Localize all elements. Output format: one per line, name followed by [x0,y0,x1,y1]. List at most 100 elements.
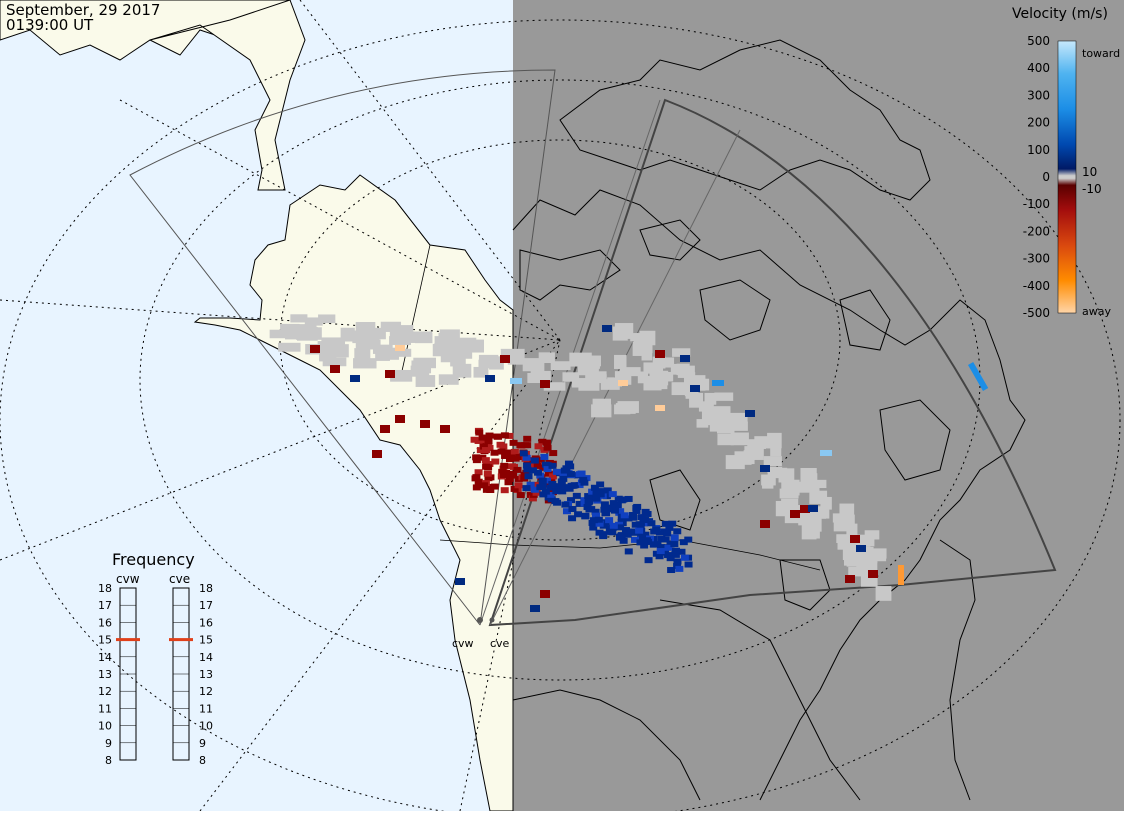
toward-velocity-cell [546,491,555,498]
cvw-site-label: cvw [452,637,474,650]
toward-velocity-cell [551,498,560,505]
ground-scatter-cell [473,366,489,378]
fov-cve [488,98,1057,627]
away-velocity-cell [385,370,395,378]
cve-frequency-marker [169,638,193,642]
toward-velocity-cell [664,552,673,559]
coastlines-night [512,39,1026,801]
away-velocity-cell [533,462,542,469]
away-velocity-cell [528,495,537,502]
toward-velocity-cell [601,510,610,517]
toward-velocity-cell [670,541,679,548]
toward-velocity-cell [564,460,573,467]
toward-velocity-cell [602,493,611,500]
toward-velocity-cell [656,544,665,551]
toward-velocity-cell [808,505,818,512]
away-velocity-cell [520,475,529,482]
away-velocity-cell [420,420,430,428]
toward-velocity-cell [619,496,628,503]
away-velocity-cell [475,429,484,436]
velocity-tick-0: 0 [1042,170,1050,184]
ground-scatter-cell [478,359,494,368]
toward-velocity-cell [600,501,609,508]
velocity-tick-100: 100 [1027,143,1050,157]
away-velocity-cell [470,436,479,443]
freq-tick-left-10: 10 [98,720,112,733]
toward-velocity-cell [519,450,528,457]
cvw-freq-label: cvw [116,572,140,586]
toward-velocity-cell [745,410,755,417]
ground-scatter-cell [562,372,580,382]
freq-tick-right-9: 9 [199,737,206,750]
freq-tick-left-15: 15 [98,634,112,647]
away-velocity-cell [505,432,514,439]
away-velocity-cell [483,470,492,477]
ground-scatter-cell [359,339,381,350]
away-velocity-cell [523,442,532,449]
ground-scatter-cell [767,432,782,449]
freq-tick-right-14: 14 [199,651,213,664]
toward-velocity-cell [581,513,590,520]
away-fast-velocity-cell [898,565,904,585]
toward-velocity-cell [650,528,659,535]
freq-tick-right-8: 8 [199,754,206,767]
toward-velocity-cell [656,548,665,555]
toward-velocity-cell [647,520,656,527]
toward-velocity-cell [558,488,567,495]
ground-scatter-cell [410,331,432,343]
toward-label: toward [1082,47,1120,60]
ground-scatter-cell [801,523,817,540]
toward-velocity-cell [615,534,624,541]
toward-velocity-cell [641,517,650,524]
toward-fast-velocity-cell [820,450,832,456]
ground-scatter-cell [717,433,734,446]
toward-velocity-cell [575,500,584,507]
velocity-tick-500: 500 [1027,34,1050,48]
ground-scatter-cell [394,348,412,357]
minus-ten-label: -10 [1082,182,1102,196]
toward-velocity-cell [579,476,588,483]
toward-velocity-cell [671,547,680,554]
ground-scatter-cell [870,550,887,562]
toward-velocity-cell [589,517,598,524]
toward-fast-velocity-cell [510,378,522,384]
away-velocity-cell [868,570,878,578]
toward-velocity-cell [455,578,465,585]
toward-velocity-cell [632,504,641,511]
freq-tick-left-8: 8 [105,754,112,767]
freq-tick-right-10: 10 [199,720,213,733]
toward-velocity-cell [680,554,689,561]
ground-scatter-cell [657,371,674,382]
ground-scatter-cell [466,339,484,353]
away-velocity-cell [501,452,510,459]
away-velocity-cell [845,575,855,583]
ground-scatter-cell [304,317,323,326]
toward-velocity-cell [588,488,597,495]
away-velocity-cell [548,473,557,480]
toward-velocity-cell [597,488,606,495]
toward-fast-velocity-cell [967,362,989,391]
toward-velocity-cell [592,490,601,497]
toward-velocity-cell [679,539,688,546]
ground-scatter-cell [507,354,524,365]
ground-scatter-cell [709,421,729,432]
ground-scatter-cell [856,534,875,547]
toward-velocity-cell [541,461,550,468]
away-velocity-cell [496,441,505,448]
ground-scatter-cell [701,407,718,423]
ground-scatter-cell [778,468,795,483]
freq-tick-left-12: 12 [98,685,112,698]
velocity-tick--300: -300 [1023,252,1050,266]
away-velocity-cell [484,464,493,471]
ground-scatter-cell [864,530,880,540]
toward-velocity-cell [608,491,617,498]
toward-velocity-cell [522,485,531,492]
toward-velocity-cell [629,514,638,521]
ground-scatter-cell [285,328,305,340]
ground-scatter-cell [614,354,627,369]
toward-velocity-cell [602,325,612,332]
toward-velocity-cell [595,529,604,536]
ground-scatter-cell [322,357,347,367]
toward-velocity-cell [677,548,686,555]
cvw-frequency-marker [116,638,140,642]
